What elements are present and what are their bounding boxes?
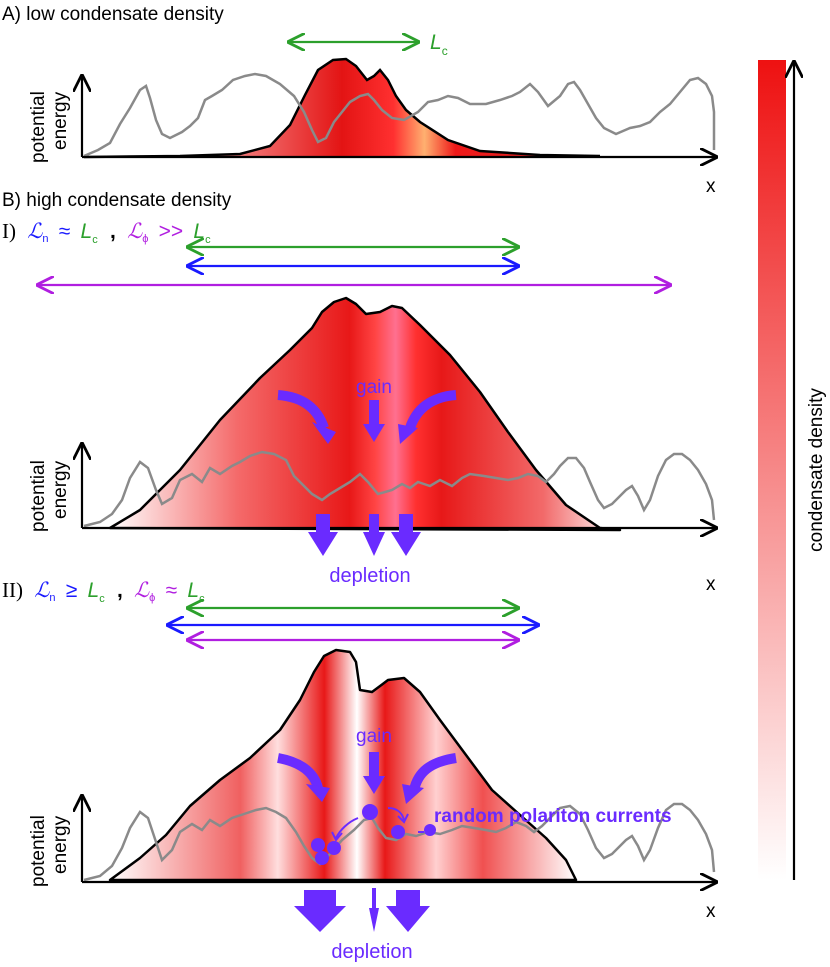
case-i-depletion-arrow-left (308, 514, 338, 556)
case-ii-gain-arrow (363, 752, 385, 794)
case-i-left-flow-arrow (277, 390, 329, 430)
case-ii-x-label: x (706, 901, 716, 922)
panel-b-title: B) high condensate density (2, 190, 232, 211)
current-arrow-1 (335, 817, 359, 839)
case-ii-potential-curve (83, 802, 716, 882)
current-arrow-2 (387, 807, 405, 821)
case-ii-depletion-arrow-right (386, 890, 430, 932)
case-i-x-label: x (706, 574, 716, 595)
polariton-dot-5 (391, 825, 405, 839)
case-i-y-label-2: energy (50, 460, 71, 519)
colorbar (758, 60, 786, 880)
polariton-dot-2 (327, 841, 341, 855)
case-ii-depletion-arrow-left (294, 890, 346, 932)
case-ii-right-flow-arrow (409, 753, 457, 792)
polariton-dot-4 (362, 804, 378, 820)
random-currents-label: random polariton currents (434, 806, 672, 827)
case-ii-gain-label: gain (356, 726, 392, 747)
case-i-depletion-arrow-center (363, 514, 385, 556)
panel-a-lc-label: Lc (430, 31, 448, 58)
case-ii-condensate-profile (108, 648, 578, 882)
panel-a-x-label: x (706, 176, 716, 197)
panel-a-condensate-profile (83, 57, 601, 159)
case-i-gain-arrow (363, 400, 385, 442)
panel-a-potential-curve (83, 72, 716, 158)
colorbar-label: condensate density (806, 388, 827, 552)
polariton-dot-6 (424, 824, 436, 836)
case-i-heading: I) ℒn ≈ Lc , ℒϕ >> Lc (2, 219, 211, 248)
case-i-depletion-label: depletion (329, 565, 410, 587)
case-ii-left-flow-arrow (276, 753, 323, 790)
polariton-dot-1 (311, 838, 325, 852)
case-i-condensate-profile (108, 296, 622, 532)
panel-a-y-label-1: potential (28, 91, 49, 163)
case-i-potential-curve (83, 450, 716, 528)
case-ii-y-label-1: potential (28, 815, 49, 887)
panel-a-title: A) low condensate density (2, 4, 224, 25)
case-ii-depletion-label: depletion (331, 941, 412, 963)
polariton-dot-3 (315, 851, 329, 865)
case-i-y-label-1: potential (28, 460, 49, 532)
case-ii-heading: II) ℒn ≥ Lc , ℒϕ ≈ Lc (2, 578, 205, 607)
case-ii-depletion-arrow-center (369, 888, 379, 932)
panel-a-y-label-2: energy (50, 91, 71, 150)
case-ii-y-label-2: energy (50, 815, 71, 874)
case-i-depletion-arrow-right (391, 514, 421, 556)
case-i-gain-label: gain (356, 377, 392, 398)
case-i-right-flow-arrow (405, 390, 457, 430)
